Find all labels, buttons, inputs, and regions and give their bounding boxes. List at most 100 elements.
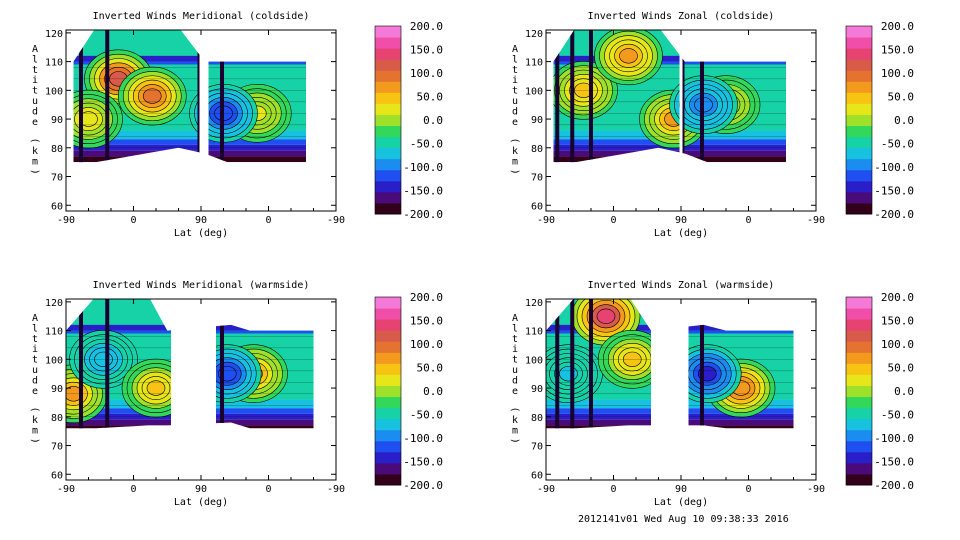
y-axis-label-char: d	[32, 106, 38, 117]
x-tick-label: -90	[327, 484, 345, 495]
y-axis-label-char: m	[512, 425, 518, 436]
colorbar-tick-label: -50.0	[410, 409, 443, 422]
y-axis-label-char: d	[512, 106, 518, 117]
colorbar-tick-label: 100.0	[410, 338, 443, 351]
y-axis-label-char: i	[512, 344, 518, 355]
contour-streak	[700, 299, 704, 429]
data-field	[546, 299, 794, 480]
colorbar-tick-label: 100.0	[410, 67, 443, 80]
y-axis-label-char: i	[32, 75, 38, 86]
colorbar-frame	[374, 296, 402, 486]
colorbar-tick-label: -50.0	[881, 409, 914, 422]
colorbar-swatch	[375, 473, 401, 486]
colorbar-swatch	[846, 385, 872, 398]
colorbar-swatch	[846, 103, 872, 115]
y-tick-label: 70	[531, 442, 543, 453]
colorbar: 200.0 150.0 100.0 50.0 0.0 -50.0 -100.0 -150.0 -…	[374, 291, 443, 492]
chart-panel-3: -90 0 90 0 -90 60 70 80 90 100 110 120 Inverted Wind…	[29, 280, 443, 508]
contour-streak	[589, 30, 593, 163]
colorbar-swatch	[375, 92, 401, 104]
colorbar-swatch	[375, 59, 401, 71]
y-tick-label: 120	[45, 298, 63, 309]
y-tick-label: 100	[525, 86, 543, 97]
colorbar-tick-label: -200.0	[874, 208, 914, 221]
contour-streak	[700, 30, 704, 163]
colorbar-tick-label: -100.0	[874, 161, 914, 174]
y-tick-label: 60	[51, 201, 63, 212]
colorbar-tick-label: -200.0	[403, 208, 443, 221]
colorbar-swatch	[846, 319, 872, 331]
y-axis-label-char: A	[512, 313, 518, 324]
contour-band	[73, 130, 306, 140]
x-tick-label: -90	[807, 484, 825, 495]
x-tick-label: -90	[807, 215, 825, 226]
y-axis-label-char: t	[512, 355, 518, 366]
chart-panel-1: -90 0 90 0 -90 60 70 80 90 100 110 120 Inverted Wind…	[29, 11, 443, 239]
colorbar-swatch	[846, 81, 872, 93]
colorbar-tick-label: 0.0	[423, 385, 443, 398]
x-tick-label: 0	[745, 484, 751, 495]
colorbar-tick-label: -100.0	[403, 432, 443, 445]
y-tick-label: 70	[531, 173, 543, 184]
colorbar-swatch	[846, 352, 872, 364]
contour-streak	[570, 299, 575, 429]
colorbar-tick-label: -150.0	[874, 456, 914, 469]
y-tick-label: 60	[51, 470, 63, 481]
colorbar-swatch	[846, 462, 872, 475]
y-tick-label: 70	[51, 442, 63, 453]
y-tick-label: 90	[51, 115, 63, 126]
colorbar-swatch	[375, 158, 401, 171]
colorbar-frame	[845, 296, 873, 486]
colorbar-swatch	[846, 136, 872, 149]
colorbar-swatch	[846, 202, 872, 215]
colorbar-swatch	[375, 308, 401, 320]
colorbar-tick-label: 150.0	[410, 44, 443, 57]
y-tick-label: 100	[45, 355, 63, 366]
data-field	[553, 30, 786, 211]
colorbar-swatch	[846, 48, 872, 60]
x-axis-label: Lat (deg)	[654, 228, 708, 239]
colorbar-swatch	[375, 440, 401, 453]
colorbar-swatch	[375, 147, 401, 160]
colorbar-swatch	[375, 352, 401, 364]
x-tick-label: -90	[327, 215, 345, 226]
colorbar-swatch	[846, 473, 872, 486]
colorbar-swatch	[846, 440, 872, 453]
x-tick-label: 0	[265, 484, 271, 495]
colorbar-swatch	[846, 180, 872, 193]
chart-title: Inverted Winds Meridional (warmside)	[93, 280, 310, 291]
x-tick-label: 90	[675, 215, 687, 226]
y-axis-label-char: (	[509, 138, 520, 144]
colorbar-tick-label: 100.0	[881, 67, 914, 80]
colorbar-swatch	[846, 158, 872, 171]
colorbar-swatch	[375, 48, 401, 60]
y-axis-label-char: t	[512, 334, 518, 345]
colorbar-swatch	[375, 125, 401, 138]
y-axis-label-char: m	[512, 156, 518, 167]
x-axis-label: Lat (deg)	[654, 497, 708, 508]
y-tick-label: 120	[525, 29, 543, 40]
x-tick-label: 0	[610, 484, 616, 495]
y-axis-label-char: u	[512, 365, 518, 376]
contour-ring	[619, 48, 638, 64]
data-gap	[679, 30, 683, 211]
x-tick-label: 90	[675, 484, 687, 495]
y-axis-label-char: i	[32, 344, 38, 355]
colorbar-tick-label: 200.0	[881, 291, 914, 304]
data-field	[73, 30, 306, 211]
y-axis-label-char: l	[512, 323, 518, 334]
y-tick-label: 110	[45, 327, 63, 338]
colorbar-swatch	[375, 180, 401, 193]
colorbar-tick-label: -200.0	[403, 479, 443, 492]
contour-streak	[220, 299, 224, 429]
colorbar-tick-label: 200.0	[410, 20, 443, 33]
colorbar-tick-label: 0.0	[423, 114, 443, 127]
colorbar-swatch	[846, 330, 872, 342]
x-tick-label: -90	[57, 484, 75, 495]
contour-streak	[79, 30, 83, 163]
colorbar-swatch	[375, 418, 401, 431]
colorbar-swatch	[375, 341, 401, 353]
y-axis-label-char: d	[32, 375, 38, 386]
colorbar-swatch	[375, 451, 401, 464]
